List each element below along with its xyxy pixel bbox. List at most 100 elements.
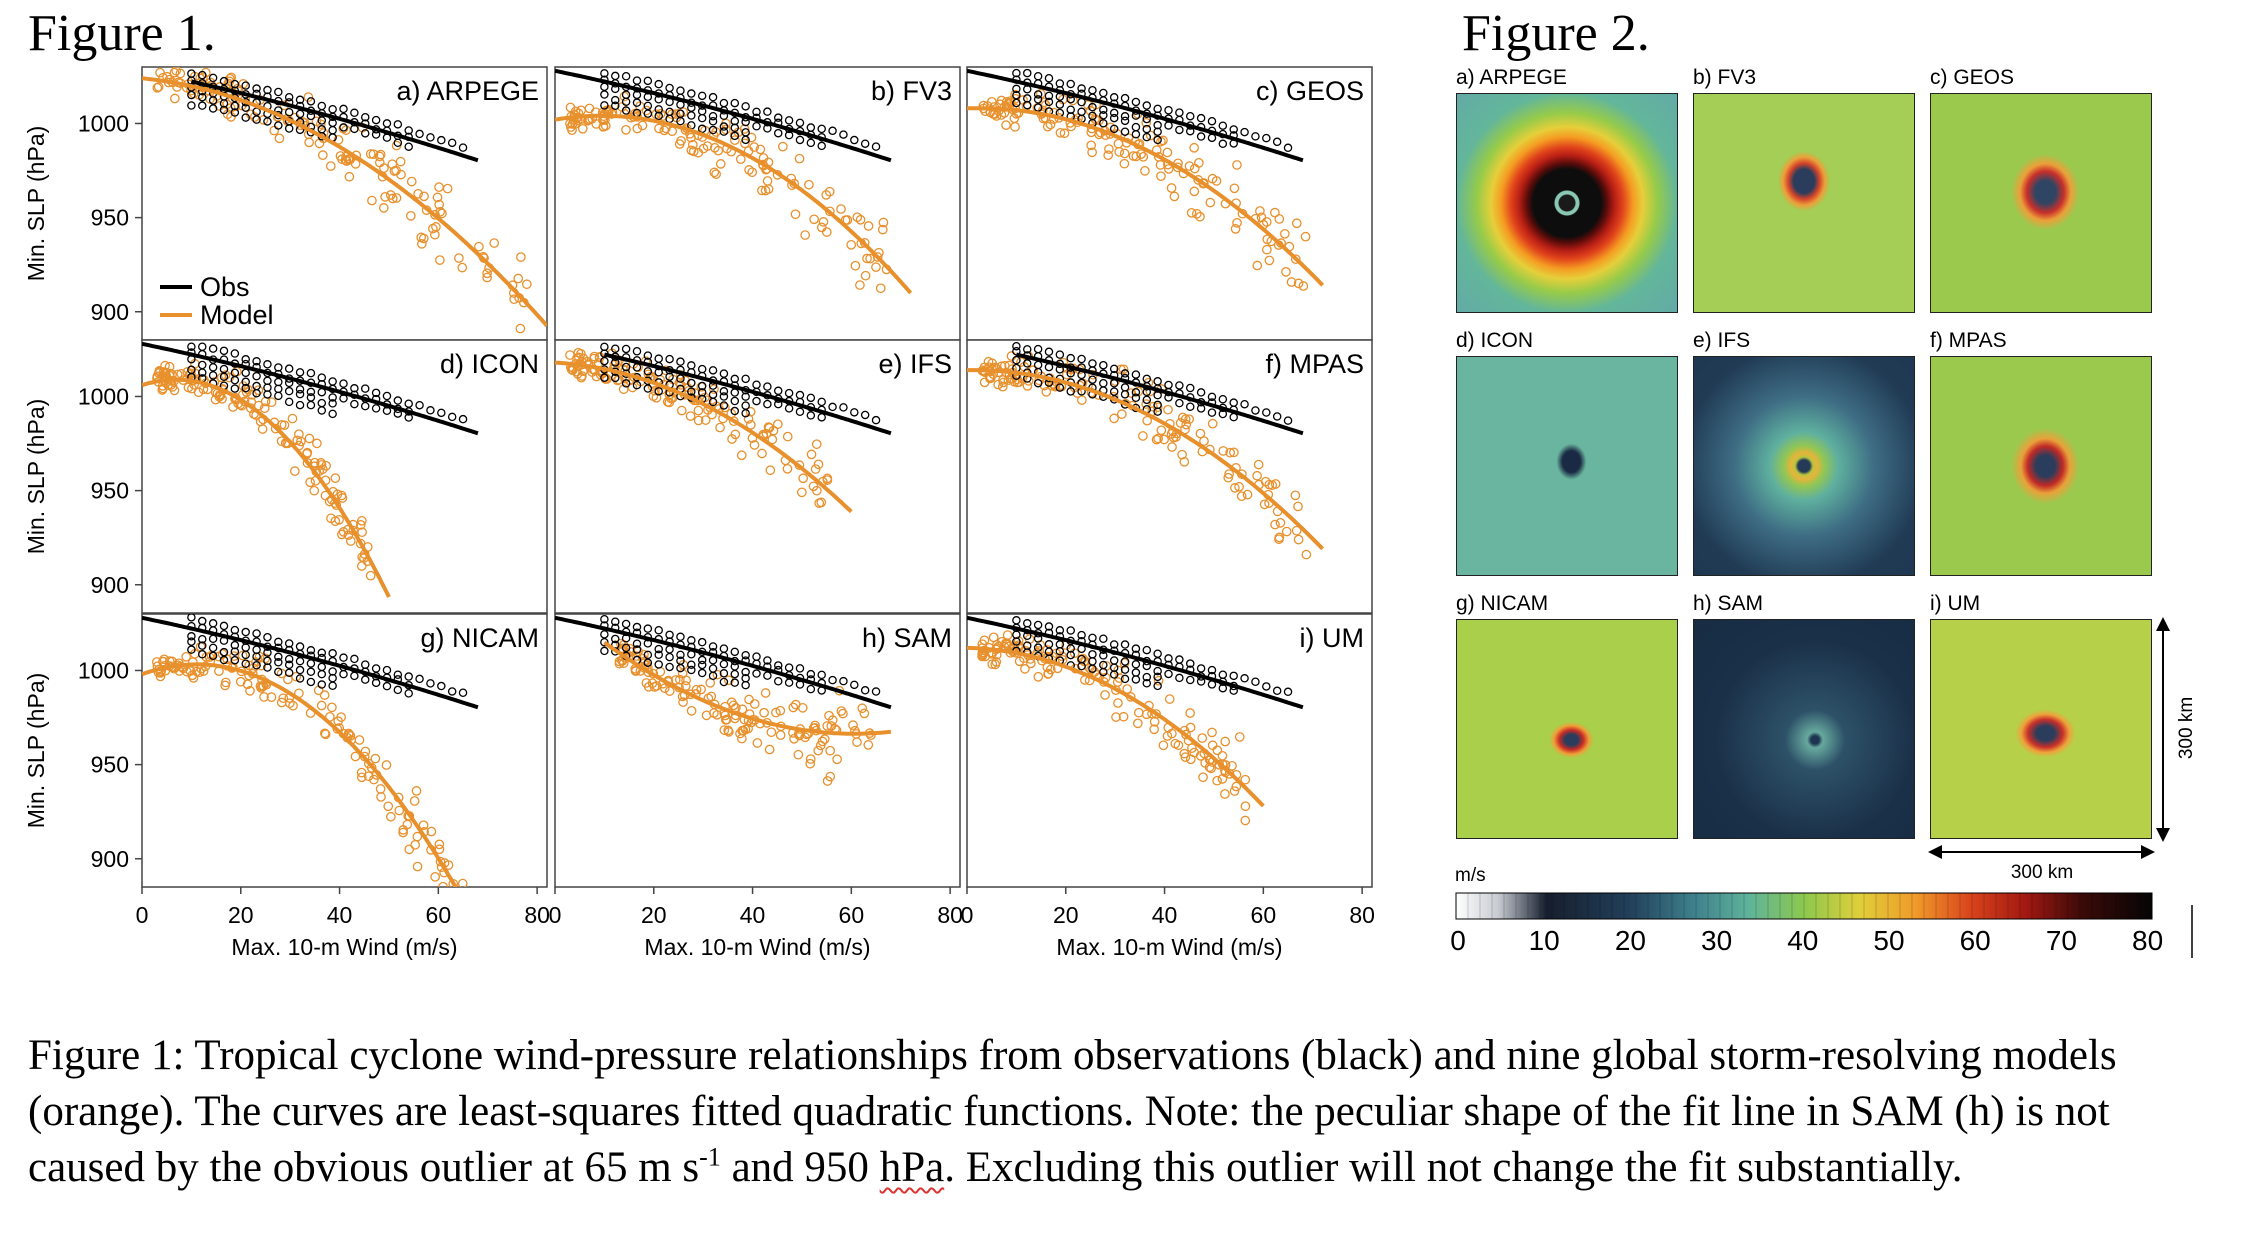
obs-point [252, 371, 261, 381]
model-point [712, 669, 723, 680]
obs-point [773, 677, 783, 686]
obs-point [643, 624, 653, 633]
model-point [220, 680, 230, 691]
obs-point [230, 108, 240, 117]
obs-point [687, 89, 696, 98]
model-point [259, 692, 269, 702]
obs-point [1012, 341, 1021, 351]
obs-point [317, 406, 327, 415]
obs-fit-line [190, 79, 479, 163]
model-point [435, 206, 446, 217]
obs-point [1251, 406, 1260, 415]
colorbar-tick-label: 50 [1873, 925, 1904, 956]
map-panel-label: i) UM [1930, 592, 1981, 615]
model-point [993, 379, 1004, 390]
obs-point [328, 409, 337, 419]
obs-point [241, 627, 250, 637]
model-point [1126, 388, 1137, 398]
model-point [1109, 413, 1119, 424]
obs-point [632, 98, 642, 107]
obs-point [1142, 132, 1152, 142]
obs-point [1099, 651, 1108, 660]
model-point [1009, 113, 1020, 124]
obs-point [263, 360, 272, 369]
y-tick-label: 950 [91, 205, 129, 231]
model-point [565, 102, 576, 113]
obs-point [752, 122, 761, 131]
model-point [715, 422, 725, 433]
obs-point [763, 107, 772, 116]
model-point [198, 666, 209, 676]
obs-point [1142, 645, 1152, 655]
obs-point [817, 397, 826, 407]
model-point [709, 142, 720, 153]
model-point [1301, 549, 1312, 560]
model-point [681, 675, 691, 686]
model-point [1103, 150, 1114, 161]
obs-point [263, 632, 272, 642]
obs-point [274, 121, 283, 130]
obs-point [817, 141, 826, 151]
model-point [224, 372, 235, 383]
model-point [1162, 731, 1173, 741]
obs-point [1142, 672, 1152, 682]
obs-point [730, 669, 740, 679]
y-axis-label: Min. SLP (hPa) [23, 673, 49, 829]
model-point [381, 760, 392, 770]
model-point [782, 431, 793, 442]
obs-point [752, 396, 761, 406]
obs-point [339, 379, 348, 388]
model-point [411, 786, 422, 796]
model-point [693, 415, 704, 426]
model-point [1293, 278, 1304, 289]
model-point [344, 171, 355, 182]
model-point [1177, 412, 1188, 423]
model-point [757, 448, 767, 459]
model-point [790, 209, 801, 220]
obs-point [1175, 673, 1184, 683]
model-point [276, 697, 287, 708]
obs-point [382, 681, 392, 691]
x-tick-label: 60 [839, 902, 865, 928]
obs-point [763, 399, 772, 409]
model-point [736, 450, 747, 461]
model-point [1286, 277, 1297, 287]
model-point [365, 149, 376, 159]
obs-point [437, 135, 446, 145]
figure2-map-grid: a) ARPEGE b) FV3 c) GEOS d) ICON e) IFS f) MP… [1450, 66, 2197, 958]
obs-point [654, 387, 663, 396]
model-point [160, 360, 170, 371]
obs-point [697, 113, 707, 123]
wind-map-panel-nicam [1456, 619, 1678, 839]
obs-point [687, 660, 696, 669]
model-point [755, 144, 766, 155]
model-point [457, 878, 468, 887]
obs-point [1185, 659, 1195, 668]
obs-point [1023, 359, 1032, 368]
model-point [1229, 183, 1240, 194]
map-panel-label: c) GEOS [1930, 66, 2015, 89]
obs-point [850, 408, 859, 417]
obs-fit-line [555, 615, 892, 710]
model-point [794, 153, 805, 164]
obs-point [339, 669, 348, 679]
obs-point [600, 646, 609, 656]
obs-point [198, 92, 207, 102]
obs-point [600, 90, 609, 99]
model-point [354, 735, 365, 745]
model-point [1274, 534, 1284, 545]
model-point [395, 156, 406, 167]
model-point [258, 115, 269, 125]
obs-point [621, 379, 631, 388]
obs-point [719, 127, 729, 136]
obs-point [1120, 657, 1130, 666]
model-point [855, 214, 866, 225]
panel-title: c) GEOS [1256, 76, 1364, 106]
model-point [257, 424, 268, 434]
model-point [434, 182, 444, 192]
obs-point [1120, 665, 1130, 674]
obs-point [415, 129, 424, 139]
obs-point [1044, 91, 1054, 101]
model-point [670, 675, 681, 685]
obs-point [404, 126, 413, 135]
